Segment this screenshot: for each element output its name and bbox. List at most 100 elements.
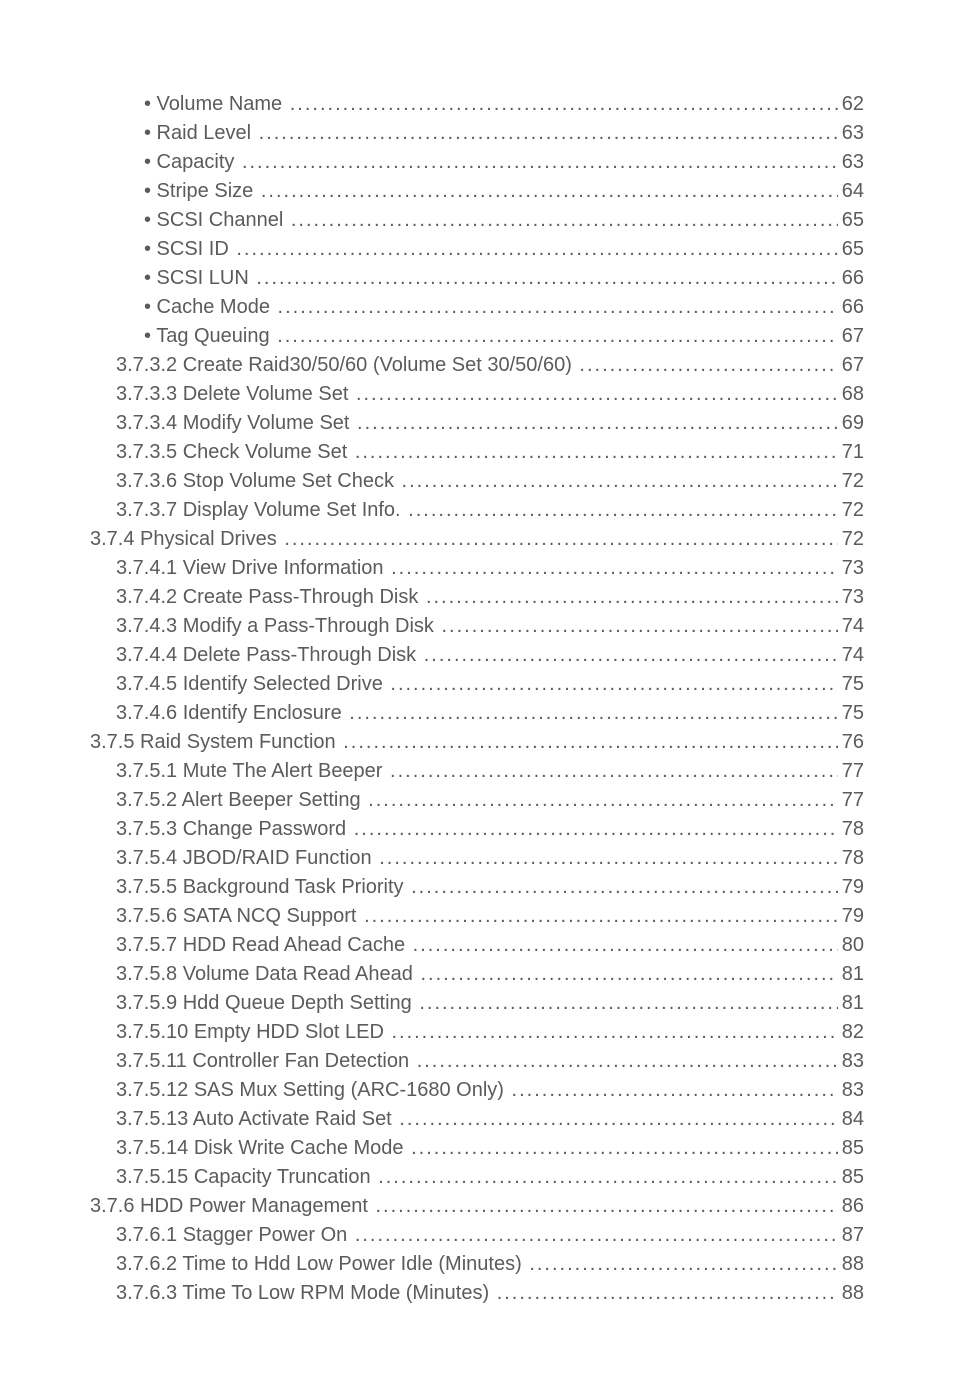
toc-page-number: 83	[838, 1047, 864, 1076]
toc-page-number: 85	[838, 1134, 864, 1163]
toc-page-number: 78	[838, 815, 864, 844]
toc-leader	[277, 525, 838, 554]
toc-row: • Volume Name 62	[90, 90, 864, 119]
toc-row: 3.7.6 HDD Power Management 86	[90, 1192, 864, 1221]
toc-row: 3.7.4.6 Identify Enclosure 75	[90, 699, 864, 728]
toc-label: • SCSI ID	[144, 235, 229, 264]
toc-page-number: 79	[838, 873, 864, 902]
toc-page-number: 78	[838, 844, 864, 873]
toc-leader	[342, 699, 838, 728]
toc-page-number: 88	[838, 1279, 864, 1308]
toc-row: 3.7.5.1 Mute The Alert Beeper 77	[90, 757, 864, 786]
toc-page-number: 72	[838, 467, 864, 496]
toc-leader	[270, 293, 838, 322]
toc-page-number: 83	[838, 1076, 864, 1105]
toc-row: 3.7.3.7 Display Volume Set Info. 72	[90, 496, 864, 525]
toc-label: 3.7.6.1 Stagger Power On	[116, 1221, 347, 1250]
toc-page-number: 87	[838, 1221, 864, 1250]
toc-page-number: 75	[838, 699, 864, 728]
toc-leader	[392, 1105, 838, 1134]
toc-label: 3.7.5.10 Empty HDD Slot LED	[116, 1018, 384, 1047]
toc-leader	[348, 380, 837, 409]
toc-label: 3.7.5.1 Mute The Alert Beeper	[116, 757, 382, 786]
toc-page-number: 76	[838, 728, 864, 757]
toc-leader	[283, 206, 837, 235]
toc-label: 3.7.4.3 Modify a Pass-Through Disk	[116, 612, 434, 641]
toc-label: 3.7.3.5 Check Volume Set	[116, 438, 347, 467]
toc-leader	[394, 467, 838, 496]
toc-leader	[405, 931, 838, 960]
toc-row: 3.7.5.9 Hdd Queue Depth Setting 81	[90, 989, 864, 1018]
toc-leader	[522, 1250, 838, 1279]
toc-leader	[383, 670, 838, 699]
toc-page-number: 67	[838, 322, 864, 351]
toc-label: 3.7.5 Raid System Function	[90, 728, 336, 757]
toc-row: 3.7.6.1 Stagger Power On 87	[90, 1221, 864, 1250]
toc-leader	[251, 119, 838, 148]
toc-row: 3.7.3.3 Delete Volume Set 68	[90, 380, 864, 409]
toc-page-number: 74	[838, 612, 864, 641]
toc-row: 3.7.3.5 Check Volume Set 71	[90, 438, 864, 467]
toc-leader	[282, 90, 838, 119]
toc-label: 3.7.6.3 Time To Low RPM Mode (Minutes)	[116, 1279, 489, 1308]
toc-row: 3.7.5.2 Alert Beeper Setting 77	[90, 786, 864, 815]
toc-page-number: 79	[838, 902, 864, 931]
toc-page-number: 63	[838, 119, 864, 148]
toc-page-number: 86	[838, 1192, 864, 1221]
toc-leader	[371, 1163, 838, 1192]
toc-row: 3.7.5.6 SATA NCQ Support 79	[90, 902, 864, 931]
toc-page-number: 81	[838, 989, 864, 1018]
toc-label: 3.7.5.11 Controller Fan Detection	[116, 1047, 409, 1076]
toc-page-number: 72	[838, 496, 864, 525]
toc-leader	[572, 351, 838, 380]
toc-label: 3.7.5.15 Capacity Truncation	[116, 1163, 371, 1192]
toc-row: 3.7.4.5 Identify Selected Drive 75	[90, 670, 864, 699]
toc-leader	[270, 322, 838, 351]
toc-label: 3.7.3.7 Display Volume Set Info.	[116, 496, 401, 525]
toc-row: 3.7.5.15 Capacity Truncation 85	[90, 1163, 864, 1192]
toc-page-number: 66	[838, 264, 864, 293]
toc-leader	[347, 1221, 838, 1250]
toc-label: • Stripe Size	[144, 177, 253, 206]
toc-label: 3.7.5.9 Hdd Queue Depth Setting	[116, 989, 412, 1018]
toc-label: 3.7.5.3 Change Password	[116, 815, 346, 844]
toc-leader	[361, 786, 838, 815]
toc-row: 3.7.3.6 Stop Volume Set Check 72	[90, 467, 864, 496]
toc-page-number: 67	[838, 351, 864, 380]
toc-label: 3.7.3.4 Modify Volume Set	[116, 409, 349, 438]
toc-leader	[234, 148, 837, 177]
toc-leader	[401, 496, 838, 525]
toc-label: 3.7.5.14 Disk Write Cache Mode	[116, 1134, 404, 1163]
toc-label: 3.7.4.1 View Drive Information	[116, 554, 384, 583]
toc-leader	[416, 641, 838, 670]
toc-row: 3.7.5.11 Controller Fan Detection 83	[90, 1047, 864, 1076]
toc-page-number: 69	[838, 409, 864, 438]
toc-label: 3.7.4.4 Delete Pass-Through Disk	[116, 641, 416, 670]
toc-leader	[249, 264, 838, 293]
toc-label: 3.7.5.12 SAS Mux Setting (ARC-1680 Only)	[116, 1076, 504, 1105]
toc-label: 3.7.5.8 Volume Data Read Ahead	[116, 960, 413, 989]
toc-leader	[253, 177, 837, 206]
toc-page-number: 73	[838, 554, 864, 583]
toc-label: • Cache Mode	[144, 293, 270, 322]
toc-row: 3.7.4.1 View Drive Information 73	[90, 554, 864, 583]
toc-label: 3.7.6.2 Time to Hdd Low Power Idle (Minu…	[116, 1250, 522, 1279]
toc-row: 3.7.4.2 Create Pass-Through Disk 73	[90, 583, 864, 612]
toc-row: • Tag Queuing 67	[90, 322, 864, 351]
toc-leader	[346, 815, 838, 844]
toc-page-number: 71	[838, 438, 864, 467]
toc-page-number: 73	[838, 583, 864, 612]
table-of-contents: • Volume Name 62• Raid Level 63• Capacit…	[90, 90, 864, 1308]
toc-page-number: 64	[838, 177, 864, 206]
toc-row: • Capacity 63	[90, 148, 864, 177]
toc-label: 3.7.3.6 Stop Volume Set Check	[116, 467, 394, 496]
toc-row: 3.7.5.14 Disk Write Cache Mode 85	[90, 1134, 864, 1163]
toc-page-number: 85	[838, 1163, 864, 1192]
toc-label: 3.7.4.2 Create Pass-Through Disk	[116, 583, 418, 612]
toc-leader	[372, 844, 838, 873]
toc-leader	[409, 1047, 838, 1076]
toc-row: 3.7.5.3 Change Password 78	[90, 815, 864, 844]
toc-page-number: 88	[838, 1250, 864, 1279]
toc-leader	[349, 409, 837, 438]
toc-page-number: 77	[838, 757, 864, 786]
